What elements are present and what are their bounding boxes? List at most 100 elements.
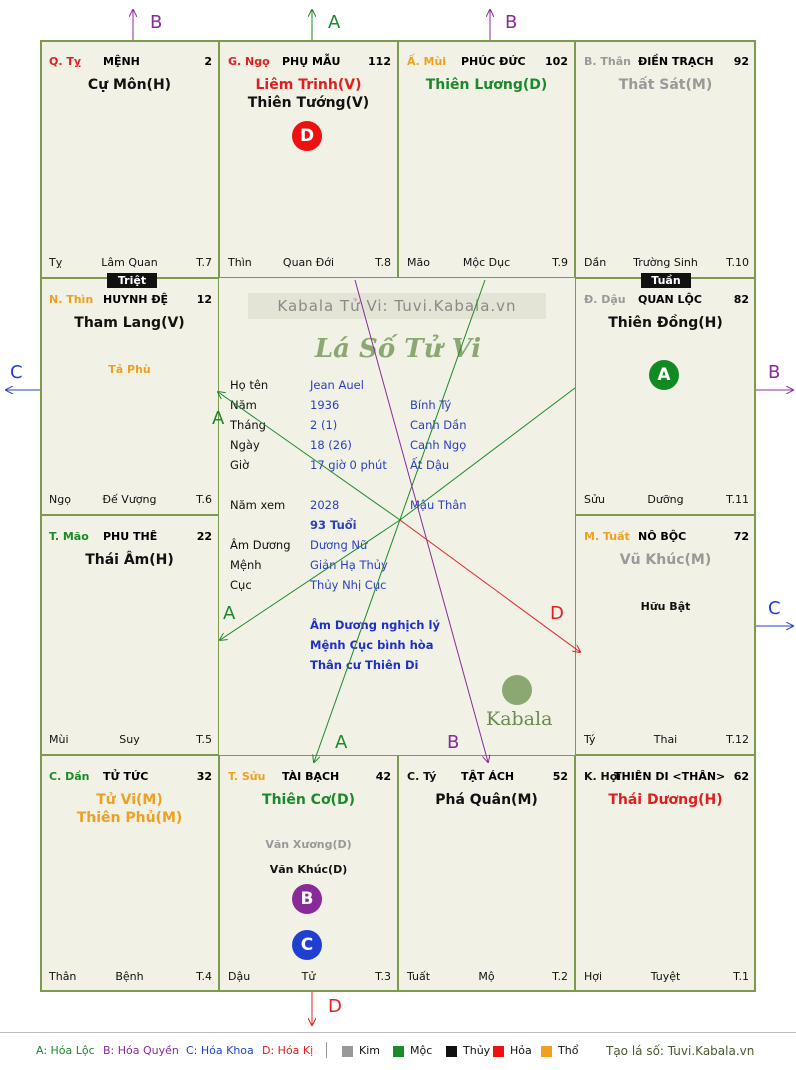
palace-age: T.10 bbox=[726, 256, 749, 269]
palace-can: B. Thân bbox=[584, 55, 631, 68]
line-a-suu bbox=[314, 279, 486, 762]
palace-name: MỆNH bbox=[103, 55, 140, 68]
palace-age: T.12 bbox=[726, 733, 749, 746]
arrow-letter-a-top: A bbox=[328, 12, 341, 33]
palace-dau: Đ. Dậu QUAN LỘC 82 Thiên Đồng(H) Sửu Dưỡng T.1… bbox=[575, 278, 756, 515]
palace-can: N. Thìn bbox=[49, 293, 94, 306]
legend-divider bbox=[326, 1042, 327, 1058]
palace-tuat: M. Tuất NÔ BỘC 72 Vũ Khúc(M) Hữu Bật Tý Thai T.… bbox=[575, 515, 756, 755]
arrow-letter-d-inner: D bbox=[550, 603, 564, 624]
arrow-letter-a-inner1: A bbox=[212, 408, 225, 429]
palace-number: 112 bbox=[368, 55, 391, 68]
arrow-letter-d-bottom: D bbox=[328, 996, 342, 1017]
element-label: Mộc bbox=[410, 1044, 433, 1057]
palace-number: 62 bbox=[733, 770, 749, 783]
palace-stage: Mộc Dục bbox=[462, 256, 511, 269]
main-star: Liêm Trinh(V) bbox=[255, 77, 362, 93]
palace-name: NÔ BỘC bbox=[638, 530, 687, 543]
element-swatch bbox=[342, 1046, 353, 1057]
element-swatch bbox=[393, 1046, 404, 1057]
palace-number: 52 bbox=[552, 770, 568, 783]
palace-name: QUAN LỘC bbox=[638, 293, 702, 306]
palace-age: T.8 bbox=[375, 256, 391, 269]
palace-age: T.3 bbox=[375, 970, 391, 983]
hoa-ki-circle: D bbox=[292, 121, 322, 151]
center-value: Thủy Nhị Cục bbox=[310, 578, 387, 592]
arrow-letter-c-right: C bbox=[768, 598, 781, 619]
palace-suu: T. Sửu TÀI BẠCH 42 Thiên Cơ(D) Văn Xương(D) V… bbox=[219, 755, 398, 992]
palace-branch: Thìn bbox=[228, 256, 252, 269]
palace-name: TẬT ÁCH bbox=[461, 770, 515, 783]
palace-number: 102 bbox=[545, 55, 568, 68]
palace-can: T. Sửu bbox=[228, 770, 266, 783]
center-value: 2 (1) bbox=[310, 418, 338, 432]
center-value: Dương Nữ bbox=[310, 538, 368, 552]
center-watermark: Kabala Tử Vi: Tuvi.Kabala.vn bbox=[248, 293, 546, 319]
center-label: Âm Dương bbox=[230, 538, 291, 552]
center-value: Jean Auel bbox=[310, 378, 364, 392]
palace-name: ĐIỀN TRẠCH bbox=[638, 55, 714, 68]
center-value-can-chi: Ất Dậu bbox=[410, 458, 450, 472]
palace-number: 82 bbox=[733, 293, 749, 306]
center-value-can-chi: Canh Dần bbox=[410, 418, 467, 432]
palace-name: TỬ TỨC bbox=[103, 770, 149, 783]
legend-hoa-ki: D: Hóa Kị bbox=[262, 1044, 314, 1057]
palace-age: T.9 bbox=[552, 256, 568, 269]
center-value: 18 (26) bbox=[310, 438, 352, 452]
line-d bbox=[399, 519, 580, 652]
center-label: Năm xem bbox=[230, 498, 286, 512]
hoa-khoa-circle: C bbox=[292, 930, 322, 960]
palace-can: T. Mão bbox=[49, 530, 89, 543]
element-label: Thổ bbox=[558, 1044, 579, 1057]
palace-stage: Đế Vượng bbox=[102, 493, 157, 506]
palace-number: 12 bbox=[196, 293, 212, 306]
element-label: Hỏa bbox=[510, 1044, 532, 1057]
hoa-loc-circle: A bbox=[649, 360, 679, 390]
palace-can: Ấ. Mùi bbox=[407, 55, 447, 68]
main-star: Thiên Tướng(V) bbox=[247, 95, 370, 111]
element-label: Kim bbox=[359, 1044, 380, 1057]
palace-stage: Bệnh bbox=[115, 970, 144, 983]
center-value: Giản Hạ Thủy bbox=[310, 558, 388, 572]
main-star: Tử Vi(M) bbox=[96, 792, 163, 808]
arrow-letter-c-left: C bbox=[10, 362, 23, 383]
palace-stage: Quan Đới bbox=[282, 256, 335, 269]
palace-dan: C. Dần TỬ TỨC 32 Tử Vi(M) Thiên Phủ(M) Thân Bệ… bbox=[40, 755, 219, 992]
palace-number: 42 bbox=[375, 770, 391, 783]
palace-stage: Suy bbox=[119, 733, 140, 746]
palace-name: HUYNH ĐỆ bbox=[103, 293, 169, 306]
center-value: 17 giờ 0 phút bbox=[310, 458, 387, 472]
palace-branch: Mùi bbox=[49, 733, 69, 746]
minor-star: Tả Phù bbox=[108, 363, 151, 376]
legend-hoa-quyen: B: Hóa Quyền bbox=[103, 1044, 179, 1057]
palace-age: T.4 bbox=[196, 970, 212, 983]
palace-can: C. Dần bbox=[49, 770, 90, 783]
center-label: Cục bbox=[230, 578, 252, 592]
main-star: Vũ Khúc(M) bbox=[619, 552, 712, 568]
palace-can: G. Ngọ bbox=[228, 55, 270, 68]
line-a-dau bbox=[399, 387, 576, 521]
palace-age: T.7 bbox=[196, 256, 212, 269]
main-star: Cự Môn(H) bbox=[87, 77, 172, 93]
palace-name: PHÚC ĐỨC bbox=[461, 55, 526, 68]
palace-age: T.1 bbox=[733, 970, 749, 983]
palace-branch: Thân bbox=[49, 970, 77, 983]
arrow-letter-b-top2: B bbox=[505, 12, 518, 33]
element-swatch bbox=[446, 1046, 457, 1057]
center-logo-script: Lá Số Tử Vi bbox=[314, 334, 482, 364]
main-star: Thái Âm(H) bbox=[85, 552, 174, 568]
minor-star: Văn Xương(D) bbox=[265, 838, 352, 851]
center-note: Âm Dương nghịch lý bbox=[310, 618, 440, 632]
palace-name: PHU THÊ bbox=[103, 530, 158, 543]
hoa-quyen-circle: B bbox=[292, 884, 322, 914]
palace-branch: Ngọ bbox=[49, 493, 71, 506]
arrow-letter-a-inner3: A bbox=[335, 732, 348, 753]
main-star: Thiên Đồng(H) bbox=[608, 315, 723, 331]
palace-branch: Dậu bbox=[228, 970, 251, 983]
tuan-tag: Tuần bbox=[641, 273, 691, 288]
main-star: Tham Lang(V) bbox=[74, 315, 185, 331]
center-label: Tháng bbox=[230, 418, 266, 432]
triet-tag: Triệt bbox=[107, 273, 157, 288]
palace-mui: Ấ. Mùi PHÚC ĐỨC 102 Thiên Lương(D) Mão Mộc Dụ… bbox=[398, 40, 575, 278]
